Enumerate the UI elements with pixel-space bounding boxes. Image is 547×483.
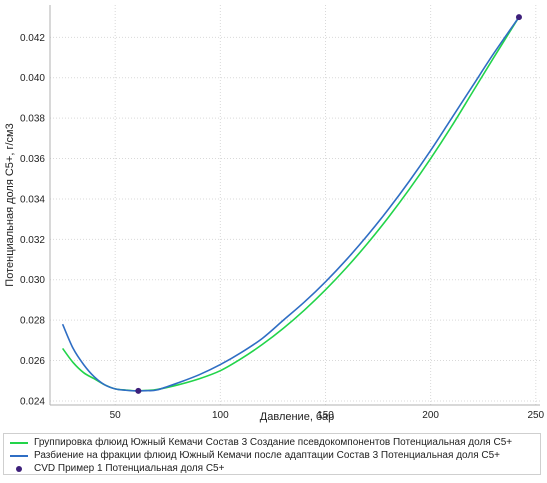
y-tick-label: 0.028 xyxy=(20,316,45,327)
y-axis-label: Потенциальная доля С5+, г/см3 xyxy=(4,123,16,286)
y-tick-label: 0.024 xyxy=(20,396,45,407)
x-tick-label: 150 xyxy=(317,410,334,421)
legend-label-grouping: Группировка флюид Южный Кемачи Состав 3 … xyxy=(34,437,513,448)
x-tick-label: 250 xyxy=(527,410,544,421)
x-tick-label: 100 xyxy=(212,410,229,421)
x-tick-label: 200 xyxy=(422,410,439,421)
axes xyxy=(49,5,540,406)
y-tick-label: 0.030 xyxy=(20,275,45,286)
y-tick-label: 0.038 xyxy=(20,114,45,125)
y-tick-label: 0.032 xyxy=(20,235,45,246)
y-tick-label: 0.034 xyxy=(20,194,45,205)
legend-item-grouping: Группировка флюид Южный Кемачи Состав 3 … xyxy=(4,436,512,449)
cvd-point xyxy=(515,14,522,21)
plot-area xyxy=(50,5,540,405)
series xyxy=(61,14,522,394)
x-axis-label: Давление, бар xyxy=(260,411,334,423)
tick-labels: 50 100 150 200 250 0.024 0.026 0.028 0.030 0.032 0… xyxy=(20,33,545,421)
legend-swatch-blue-line xyxy=(10,454,28,457)
y-tick-label: 0.042 xyxy=(20,33,45,44)
x-tick-label: 50 xyxy=(110,410,122,421)
legend-label-fractions: Разбиение на фракции флюид Южный Кемачи … xyxy=(34,450,501,461)
legend-item-cvd: CVD Пример 1 Потенциальная доля С5+ xyxy=(4,462,224,475)
series-line-1 xyxy=(61,16,520,392)
y-tick-label: 0.026 xyxy=(20,356,45,367)
y-tick-label: 0.036 xyxy=(20,154,45,165)
legend-swatch-green-line xyxy=(10,441,28,444)
cvd-point xyxy=(135,387,142,394)
y-tick-label: 0.040 xyxy=(20,73,45,84)
legend-label-cvd: CVD Пример 1 Потенциальная доля С5+ xyxy=(34,463,225,474)
grid xyxy=(50,5,540,405)
legend-swatch-purple-dot xyxy=(16,465,22,472)
legend-item-fractions: Разбиение на фракции флюид Южный Кемачи … xyxy=(4,449,500,462)
legend: Группировка флюид Южный Кемачи Состав 3 … xyxy=(3,433,541,475)
